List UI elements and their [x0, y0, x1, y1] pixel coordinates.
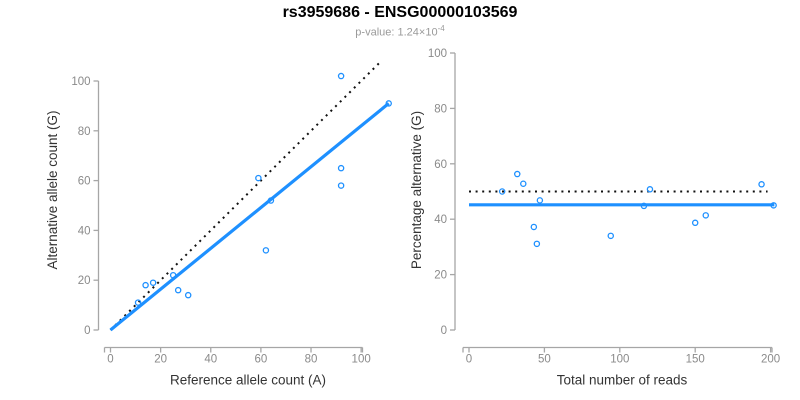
x-axis-title: Total number of reads	[557, 373, 688, 388]
x-tick-label: 150	[686, 354, 705, 366]
pvalue-exponent: -4	[437, 24, 445, 33]
data-point	[142, 281, 149, 289]
x-tick-label: 60	[254, 354, 267, 366]
data-point	[514, 170, 521, 178]
allele-counts-scatter: 0 20 40 60 80 100 Alternative allele count (G)…	[45, 60, 392, 388]
page-title: rs3959686 - ENSG00000103569	[282, 4, 518, 21]
y-tick-label: 80	[434, 103, 447, 115]
data-point	[134, 299, 142, 306]
data-point	[174, 286, 182, 294]
y-tick-label: 0	[441, 325, 447, 337]
data-points	[134, 72, 392, 306]
x-axis: 0 20 40 60 80 100	[103, 346, 371, 366]
y-axis: 0 20 40 60 80 100	[428, 48, 456, 337]
y-tick-label: 20	[434, 270, 447, 282]
data-point	[530, 223, 538, 231]
data-point	[520, 180, 527, 187]
y-tick-label: 40	[78, 225, 91, 237]
x-tick-label: 100	[352, 354, 371, 366]
data-point	[184, 291, 192, 299]
data-point	[498, 188, 506, 195]
x-tick-label: 100	[610, 354, 629, 366]
data-point	[337, 72, 345, 80]
y-tick-label: 100	[71, 76, 90, 88]
x-tick-label: 200	[761, 354, 780, 366]
data-point	[262, 247, 270, 254]
data-point	[691, 219, 699, 227]
data-points	[498, 170, 777, 248]
percentage-vs-reads-scatter: 0 20 40 60 80 100 Percentage alternative (G) 0 5…	[409, 48, 780, 388]
y-axis-title: Alternative allele count (G)	[45, 110, 60, 269]
data-point	[267, 197, 275, 204]
pvalue-text: p-value: 1.24×10	[355, 26, 438, 39]
x-tick-label: 40	[204, 354, 217, 366]
data-point	[646, 186, 654, 193]
data-point	[640, 202, 648, 210]
x-axis: 0 50 100 150 200	[462, 346, 780, 366]
x-axis-title: Reference allele count (A)	[170, 373, 326, 388]
y-tick-label: 20	[78, 275, 91, 287]
data-point	[533, 240, 541, 248]
data-point	[169, 271, 177, 279]
data-point	[607, 232, 615, 240]
y-axis-title: Percentage alternative (G)	[409, 111, 424, 269]
x-tick-label: 20	[154, 354, 167, 366]
x-tick-label: 50	[538, 354, 551, 366]
data-point	[149, 279, 157, 286]
y-tick-label: 0	[84, 325, 90, 337]
identity-line	[109, 60, 382, 331]
data-point	[385, 100, 392, 107]
y-tick-label: 40	[434, 214, 447, 226]
x-tick-label: 0	[107, 354, 113, 366]
y-tick-label: 80	[78, 126, 91, 138]
x-tick-label: 80	[305, 354, 318, 366]
y-tick-label: 100	[428, 48, 447, 60]
y-tick-label: 60	[78, 176, 91, 188]
data-point	[758, 181, 765, 188]
data-point	[536, 197, 544, 204]
data-point	[702, 212, 710, 219]
y-axis: 0 20 40 60 80 100	[71, 76, 100, 337]
fit-line	[109, 102, 390, 332]
x-tick-label: 0	[466, 354, 472, 366]
data-point	[770, 202, 777, 209]
data-point	[255, 174, 262, 182]
pvalue-subtitle: p-value: 1.24×10-4	[0, 24, 800, 39]
data-point	[337, 182, 345, 189]
y-tick-label: 60	[434, 159, 447, 171]
data-point	[337, 164, 345, 172]
